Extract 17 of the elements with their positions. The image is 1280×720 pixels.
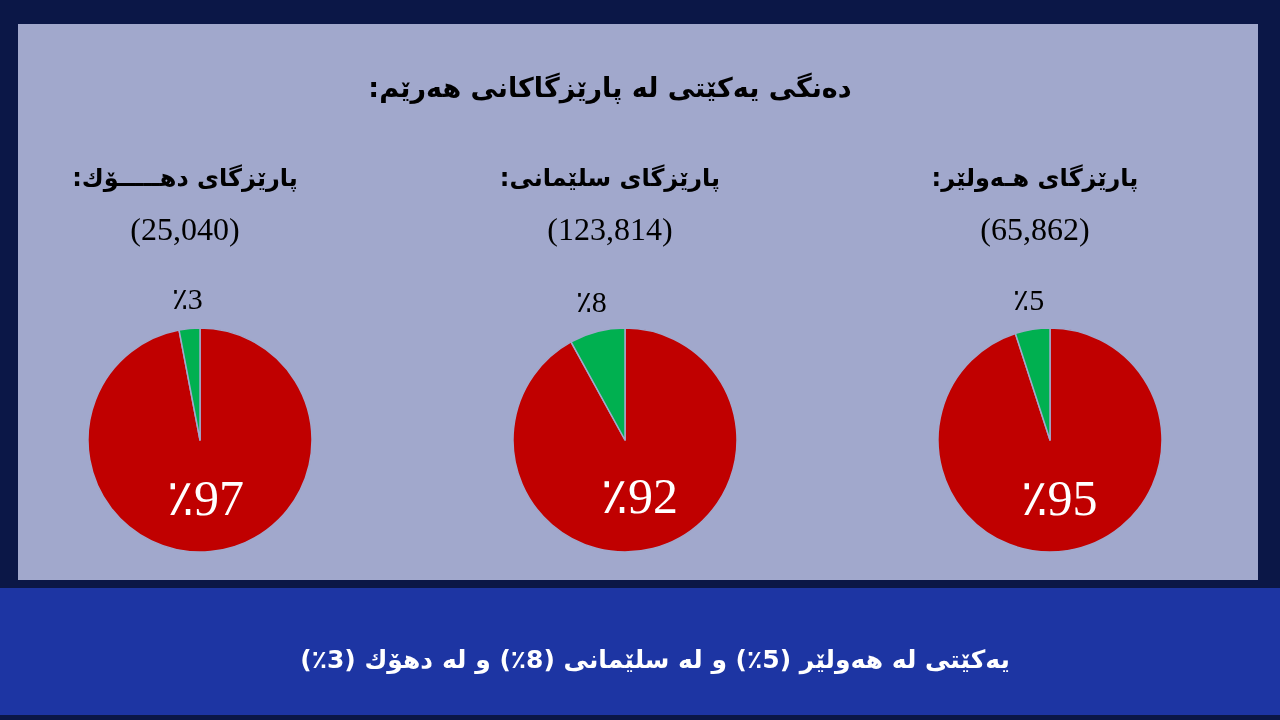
chart-subtitle: (123,814)	[547, 211, 673, 247]
pie-slice	[937, 327, 1163, 553]
data-label: ٪95	[1020, 469, 1098, 526]
pie-slice	[87, 327, 313, 553]
data-label: ٪3	[171, 281, 203, 315]
data-label: ٪92	[600, 468, 678, 525]
data-label: ٪5	[1013, 282, 1045, 316]
chart-subtitle: (65,862)	[980, 211, 1090, 247]
data-label: ٪97	[166, 469, 244, 526]
text: دەنگی یەکێتی لە پارێزگاکانی هەرێم:	[368, 72, 852, 104]
chart-title: پارێزگای هـەولێر:	[931, 164, 1139, 192]
chart-title: پارێزگای سلێمانی:	[499, 164, 721, 192]
pie-slice	[512, 327, 738, 553]
chart-title: پارێزگای دهـــــۆك:	[72, 164, 298, 192]
text: یەکێتی لە هەولێر (5٪) و لە سلێمانی (8٪) و لە دهۆك (3٪)	[300, 645, 1010, 675]
data-label: ٪8	[575, 285, 607, 319]
chart-subtitle: (25,040)	[130, 211, 240, 247]
